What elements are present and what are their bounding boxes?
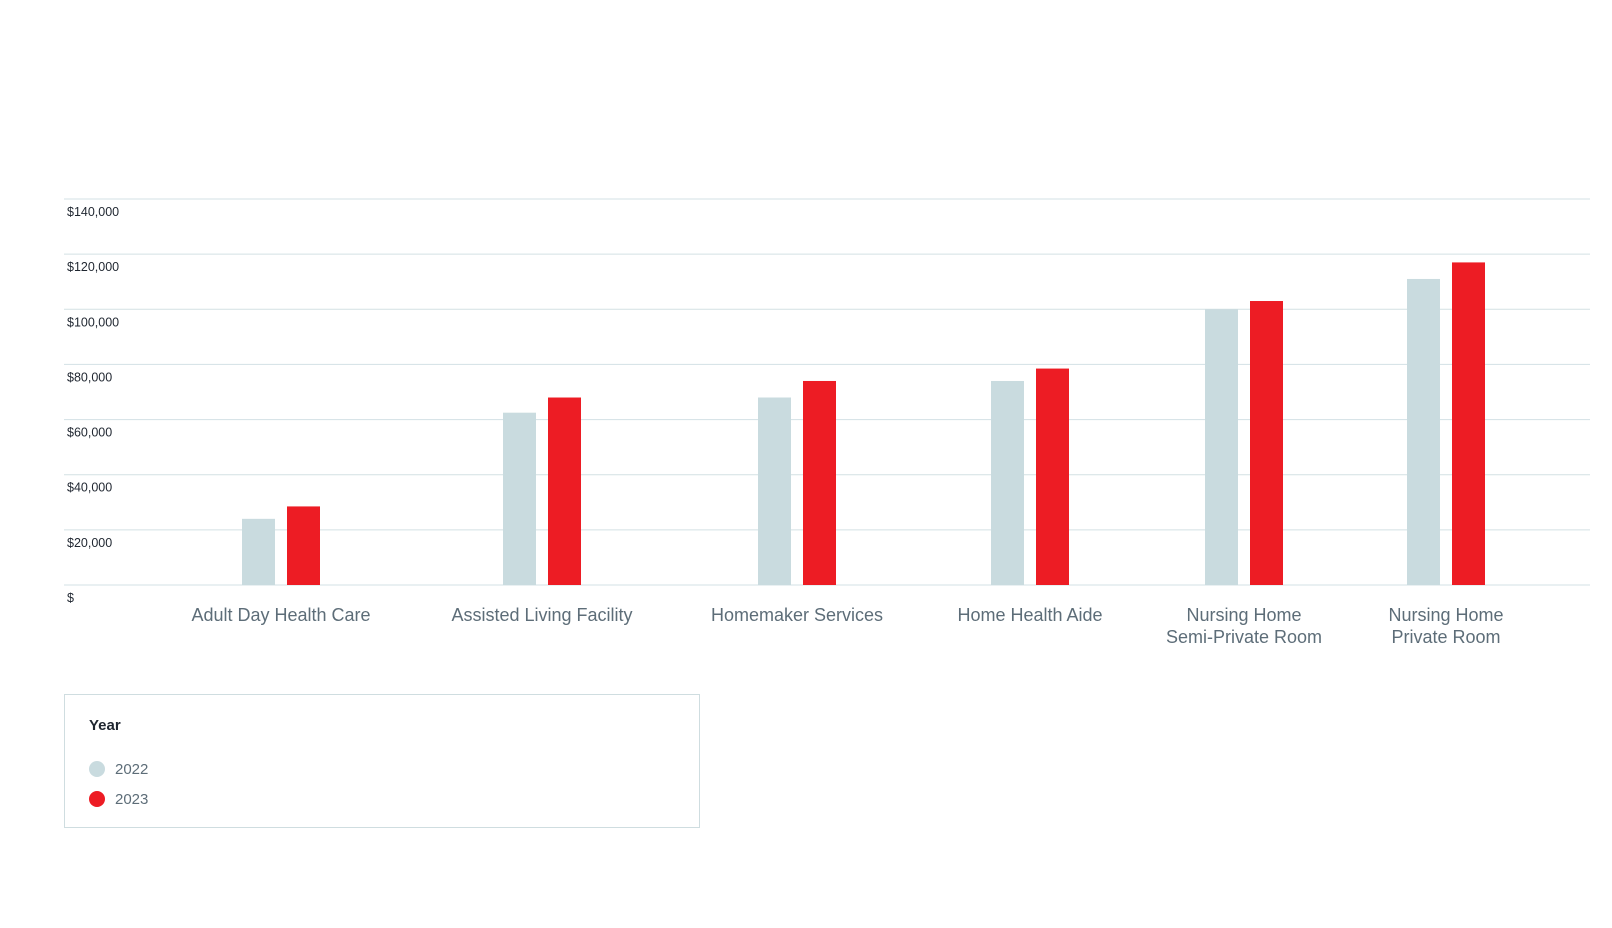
bar-2022-5[interactable] — [1407, 278, 1440, 585]
y-axis-ticks: $ $20,000 $40,000 $60,000 $80,000 $100,000 $12… — [67, 205, 119, 605]
x-tick-label: Private Room — [1391, 627, 1500, 647]
x-tick-label: Semi-Private Room — [1166, 627, 1322, 647]
y-tick-label: $20,000 — [67, 536, 112, 550]
x-tick-label: Nursing Home — [1388, 605, 1503, 625]
bars — [242, 262, 1485, 585]
legend-label-2022: 2022 — [115, 760, 149, 778]
y-tick-label: $80,000 — [67, 370, 112, 384]
y-tick-label: $ — [67, 591, 74, 605]
x-tick-label: Nursing Home — [1186, 605, 1301, 625]
bar-2023-2[interactable] — [803, 380, 836, 585]
y-tick-label: $60,000 — [67, 426, 112, 440]
legend-label-2023: 2023 — [115, 790, 149, 808]
legend-title: Year — [89, 717, 121, 734]
x-axis-ticks: Adult Day Health Care Assisted Living Fac… — [191, 605, 1503, 647]
x-tick-label: Homemaker Services — [711, 605, 883, 625]
bar-2022-1[interactable] — [503, 412, 536, 585]
bar-2023-4[interactable] — [1250, 301, 1283, 585]
bar-2023-1[interactable] — [548, 397, 581, 585]
x-tick-label: Home Health Aide — [957, 605, 1102, 625]
y-tick-label: $120,000 — [67, 260, 119, 274]
bar-2023-0[interactable] — [287, 506, 320, 585]
legend-swatch-2022 — [89, 761, 105, 777]
legend-item-2023[interactable]: 2023 — [89, 789, 148, 809]
legend-swatch-2023 — [89, 791, 105, 807]
y-tick-label: $140,000 — [67, 205, 119, 219]
legend-item-2022[interactable]: 2022 — [89, 759, 148, 779]
bar-2023-3[interactable] — [1036, 368, 1069, 585]
bar-2022-2[interactable] — [758, 397, 791, 585]
legend: Year 2022 2023 — [64, 694, 700, 828]
bar-2022-0[interactable] — [242, 518, 275, 585]
bar-2023-5[interactable] — [1452, 262, 1485, 585]
bar-2022-4[interactable] — [1205, 309, 1238, 585]
bar-2022-3[interactable] — [991, 380, 1024, 585]
x-tick-label: Assisted Living Facility — [451, 605, 632, 625]
x-tick-label: Adult Day Health Care — [191, 605, 370, 625]
y-tick-label: $100,000 — [67, 315, 119, 329]
y-tick-label: $40,000 — [67, 481, 112, 495]
